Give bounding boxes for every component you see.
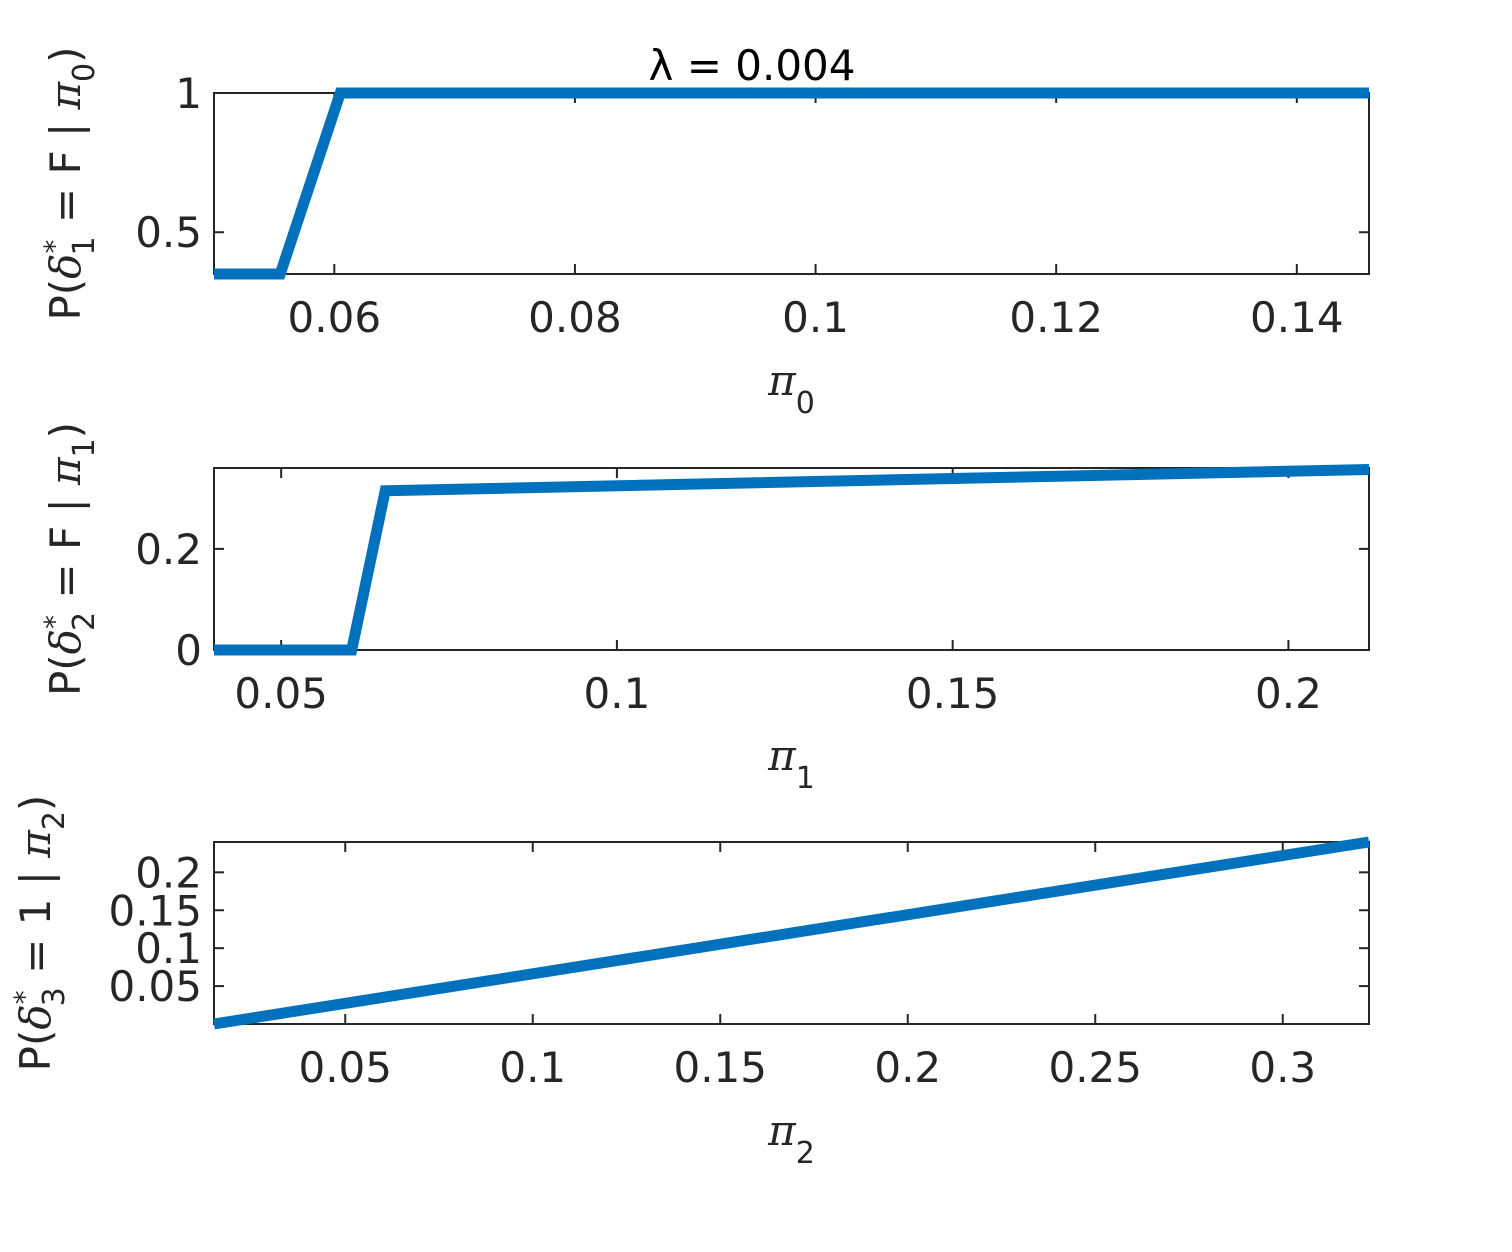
figure-title: λ = 0.004: [649, 41, 856, 90]
y-axis-label: P(δ*1 = F | π0): [38, 46, 102, 320]
x-tick-label: 0.06: [288, 293, 382, 342]
y-tick-label: 0.5: [135, 208, 202, 257]
x-tick-label: 0.2: [874, 1043, 941, 1092]
x-axis-label: π1: [767, 731, 815, 796]
x-tick-label: 0.05: [234, 669, 328, 718]
x-tick-label: 0.08: [528, 293, 622, 342]
x-tick-label: 0.25: [1048, 1043, 1142, 1092]
panel-2: 0.05 0.1 0.15 0.2 0 0.2 π1 P(δ*2 = F | π1): [38, 422, 1370, 796]
x-axis-label: π0: [767, 356, 815, 421]
x-tick-label: 0.3: [1249, 1043, 1316, 1092]
x-axis-label: π2: [767, 1106, 815, 1171]
y-axis-label: P(δ*3 = 1 | π2): [8, 795, 72, 1072]
y-tick-label: 0: [175, 626, 202, 675]
series-line: [214, 464, 1370, 656]
y-tick-label: 0.2: [135, 525, 202, 574]
x-tick-label: 0.12: [1009, 293, 1103, 342]
x-tick-label: 0.1: [584, 669, 651, 718]
x-tick-label: 0.1: [499, 1043, 566, 1092]
x-tick-label: 0.14: [1250, 293, 1344, 342]
panel-3: 0.05 0.1 0.15 0.2 0.25 0.30.050.10.150.2π2P(δ…: [8, 795, 1370, 1171]
y-tick-label: 1: [175, 69, 202, 118]
axes-box: [213, 92, 1370, 275]
y-tick-label: 0.15: [108, 886, 202, 935]
series-line: [214, 87, 1369, 280]
y-tick-label: 0.05: [108, 962, 202, 1011]
x-tick-label: 0.2: [1255, 669, 1322, 718]
x-tick-label: 0.15: [673, 1043, 767, 1092]
x-tick-label: 0.15: [906, 669, 1000, 718]
series-line: [213, 836, 1370, 1030]
y-tick-label: 0.2: [135, 848, 202, 897]
axes-box: [213, 467, 1370, 651]
y-axis-label: P(δ*2 = F | π1): [38, 422, 102, 696]
panel-1: 0.06 0.08 0.1 0.12 0.14 0.5 1 π0 P(δ*1 = F | π0): [38, 46, 1370, 421]
x-tick-label: 0.05: [298, 1043, 392, 1092]
x-tick-label: 0.1: [782, 293, 849, 342]
y-tick-label: 0.1: [135, 924, 202, 973]
